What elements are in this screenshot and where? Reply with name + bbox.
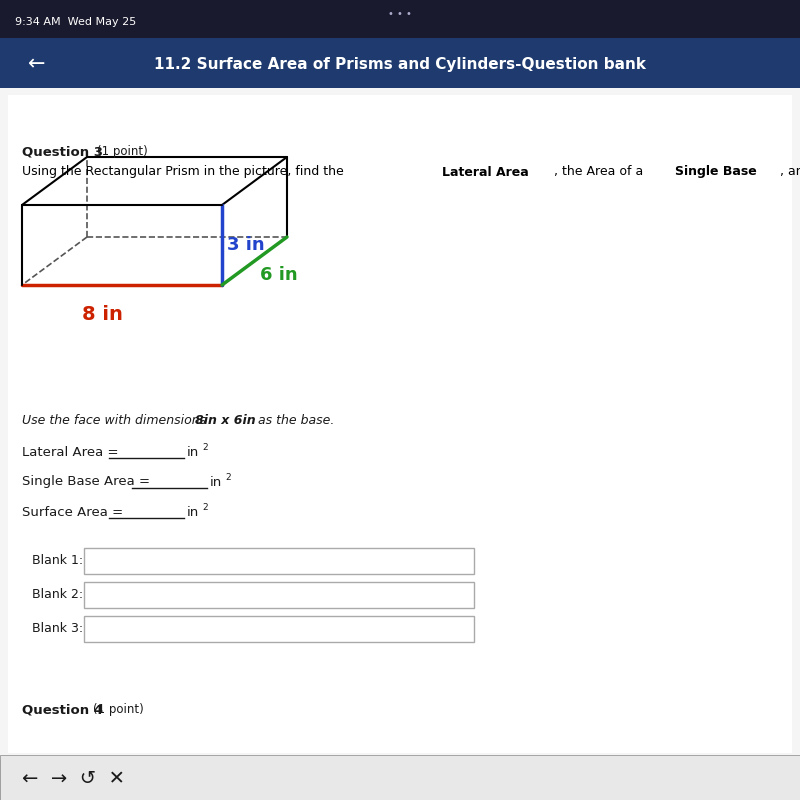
Text: Surface Area =: Surface Area = [22,506,127,518]
Text: 2: 2 [226,473,231,482]
Text: Lateral Area =: Lateral Area = [22,446,122,458]
Text: Lateral Area: Lateral Area [442,166,529,178]
Text: Single Base Area =: Single Base Area = [22,475,154,489]
Bar [0,0,800,38]
Text: 8in x 6in: 8in x 6in [195,414,256,426]
Text: ←  →  ↺  ✕: ← → ↺ ✕ [22,769,125,787]
Bar [0,755,800,800]
Text: (1 point): (1 point) [97,146,148,158]
Text: Use the face with dimensions: Use the face with dimensions [22,414,210,426]
Text: 11.2 Surface Area of Prisms and Cylinders-Question bank: 11.2 Surface Area of Prisms and Cylinder… [154,57,646,71]
Bar [84,616,474,642]
Text: , and the TOTAL: , and the TOTAL [780,166,800,178]
Text: 2: 2 [202,442,208,451]
Text: in: in [187,506,199,518]
Text: Question 3: Question 3 [22,146,108,158]
Text: 9:34 AM  Wed May 25: 9:34 AM Wed May 25 [15,17,136,27]
Bar [84,548,474,574]
Text: • • •: • • • [388,9,412,19]
Text: Blank 1:: Blank 1: [32,554,83,567]
Text: 3 in: 3 in [227,236,265,254]
Text: , the Area of a: , the Area of a [554,166,647,178]
Text: 8 in: 8 in [82,305,122,324]
Text: Blank 2:: Blank 2: [32,589,83,602]
Text: in: in [210,475,222,489]
Text: Question 4: Question 4 [22,703,108,717]
Bar [0,88,800,760]
Text: as the base.: as the base. [254,414,334,426]
Text: in: in [187,446,199,458]
Text: ←: ← [28,54,46,74]
Text: (1 point): (1 point) [93,703,144,717]
Bar [84,582,474,608]
Text: Using the Rectangular Prism in the picture, find the: Using the Rectangular Prism in the pictu… [22,166,348,178]
Text: Blank 3:: Blank 3: [32,622,83,635]
Bar [8,95,792,753]
Text: 6 in: 6 in [259,266,297,284]
Bar [0,38,800,88]
Text: 2: 2 [202,502,208,511]
Text: Single Base: Single Base [674,166,756,178]
